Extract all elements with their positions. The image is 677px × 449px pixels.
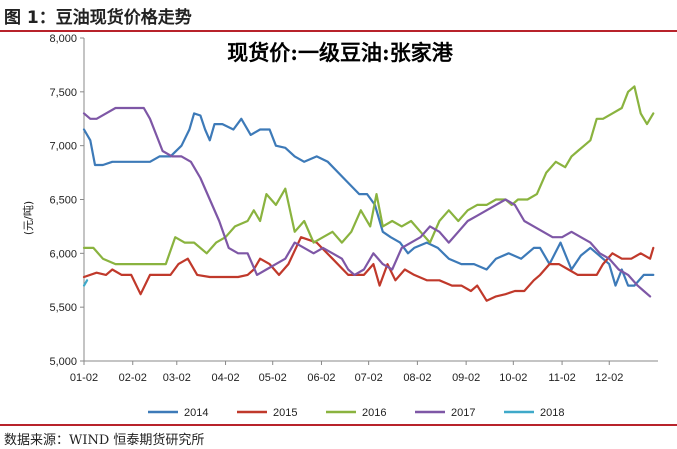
- y-tick-label: 6,500: [49, 195, 77, 207]
- y-tick-label: 7,500: [49, 87, 77, 99]
- x-tick-label: 02-02: [119, 372, 147, 384]
- series-line-2014: [82, 112, 655, 287]
- x-tick-label: 08-02: [403, 372, 431, 384]
- x-tick-label: 11-02: [548, 372, 575, 384]
- series-line-2017: [82, 106, 652, 298]
- source-note: 数据来源：WIND 恒泰期货研究所: [4, 433, 205, 448]
- axes: 5,000 5,500 6,000 6,500 7,000 7,500 8,000 01-02…: [49, 33, 658, 384]
- legend-label-2017: 2017: [451, 407, 475, 419]
- y-tick-label: 7,000: [49, 141, 77, 153]
- y-tick-label: 6,000: [49, 248, 77, 260]
- x-tick-label: 03-02: [163, 372, 191, 384]
- series-line-2015: [82, 236, 655, 302]
- x-tick-label: 05-02: [259, 372, 287, 384]
- y-tick-label: 5,000: [49, 356, 77, 368]
- figure-title: 图 1：豆油现货价格走势: [4, 8, 192, 28]
- chart-title: 现货价:一级豆油:张家港: [227, 40, 454, 65]
- legend-label-2015: 2015: [273, 407, 297, 419]
- x-tick-label: 06-02: [307, 372, 335, 384]
- y-tick-label: 8,000: [49, 33, 77, 45]
- x-tick-label: 07-02: [355, 372, 383, 384]
- legend-label-2014: 2014: [184, 407, 208, 419]
- x-tick-label: 10-02: [499, 372, 527, 384]
- plot-area: [82, 85, 655, 302]
- y-tick-label: 5,500: [49, 302, 77, 314]
- legend-label-2016: 2016: [362, 407, 386, 419]
- top-rule: [0, 30, 677, 32]
- y-axis-label: (元/吨): [22, 201, 35, 235]
- x-tick-label: 09-02: [452, 372, 480, 384]
- series-line-2018: [82, 279, 89, 287]
- legend: 2014 2015 2016 2017 2018: [148, 407, 564, 419]
- x-tick-label: 12-02: [595, 372, 623, 384]
- legend-label-2018: 2018: [540, 407, 564, 419]
- x-tick-label: 01-02: [70, 372, 98, 384]
- bottom-rule: [0, 424, 677, 426]
- chart: 现货价:一级豆油:张家港 (元/吨) 5,000 5,500 6,000 6,500 7…: [22, 33, 658, 419]
- series-line-2016: [82, 85, 655, 266]
- x-tick-label: 04-02: [211, 372, 239, 384]
